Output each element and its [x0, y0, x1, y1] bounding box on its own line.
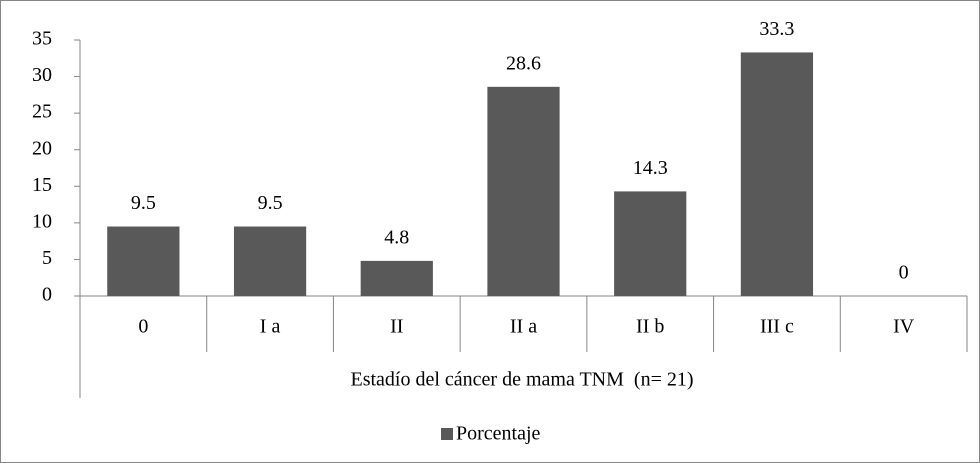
data-label: 0 — [899, 262, 909, 284]
bar — [360, 260, 433, 296]
data-label: 9.5 — [258, 192, 283, 214]
x-tick-label: I a — [260, 316, 281, 338]
legend-label: Porcentaje — [456, 423, 541, 445]
x-tick-label: II — [390, 316, 403, 338]
y-tick-label: 15 — [32, 174, 52, 196]
bar — [233, 226, 307, 296]
x-tick-label: 0 — [138, 316, 148, 338]
y-tick-label: 20 — [32, 137, 52, 159]
bar — [107, 226, 180, 296]
bar — [487, 86, 560, 296]
bar — [740, 52, 814, 297]
y-tick-label: 35 — [32, 28, 52, 50]
x-tick-label: IV — [893, 316, 915, 338]
data-label: 33.3 — [759, 18, 794, 40]
data-label: 28.6 — [506, 52, 541, 74]
y-tick-label: 0 — [42, 284, 52, 306]
bar — [614, 191, 687, 296]
y-tick-label: 5 — [42, 247, 52, 269]
data-label: 4.8 — [384, 226, 409, 248]
data-label: 9.5 — [131, 192, 156, 214]
data-label: 14.3 — [633, 157, 668, 179]
legend-swatch — [441, 428, 453, 440]
x-axis-title: Estadío del cáncer de mama TNM (n= 21) — [350, 369, 693, 391]
x-tick-label: II a — [510, 316, 537, 338]
y-tick-label: 25 — [32, 101, 52, 123]
y-tick-label: 30 — [32, 64, 52, 86]
x-tick-label: II b — [636, 316, 664, 338]
y-tick-label: 10 — [32, 210, 52, 232]
x-tick-label: III c — [760, 316, 794, 338]
